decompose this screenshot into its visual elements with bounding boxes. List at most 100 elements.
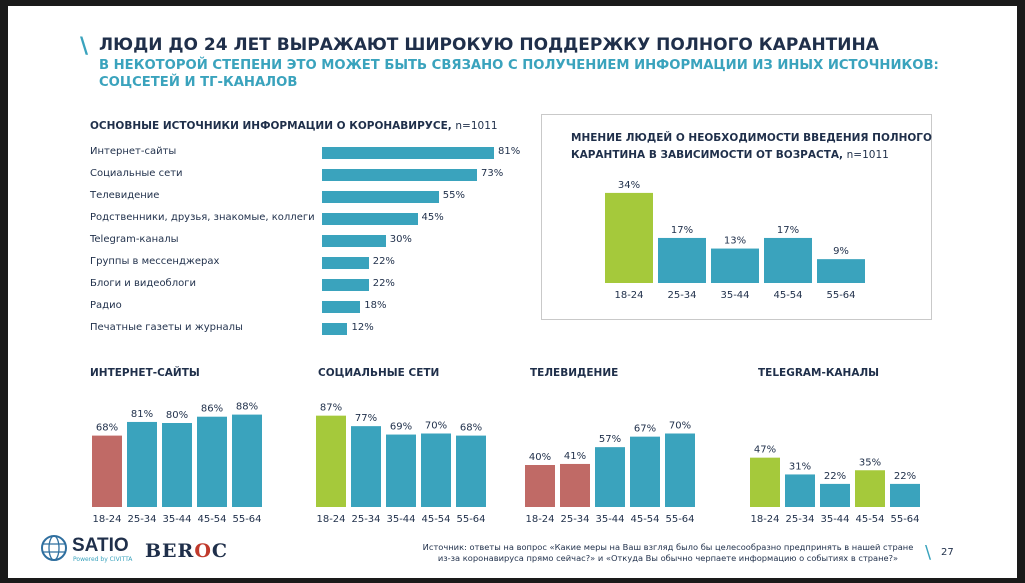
source-value-label: 18% — [364, 300, 387, 311]
quarantine-bar — [605, 192, 653, 283]
source-value-label: 30% — [389, 234, 412, 245]
tv-value-label: 40% — [529, 452, 551, 463]
internet-category-label: 55-64 — [232, 514, 261, 525]
footer-source-line-1: Источник: ответы на вопрос «Какие меры н… — [422, 542, 914, 552]
telegram-bar — [785, 474, 815, 507]
source-label: Telegram-каналы — [90, 234, 179, 245]
source-value-label: 73% — [481, 168, 504, 179]
tv-bar — [630, 436, 660, 507]
quarantine-title-line-1: МНЕНИЕ ЛЮДЕЙ О НЕОБХОДИМОСТИ ВВЕДЕНИЯ ПО… — [571, 132, 932, 144]
tv-chart-title: ТЕЛЕВИДЕНИЕ — [530, 367, 619, 379]
social-bar — [456, 435, 486, 507]
internet-category-label: 25-34 — [127, 514, 156, 525]
sources-title-text: ОСНОВНЫЕ ИСТОЧНИКИ ИНФОРМАЦИИ О КОРОНАВИ… — [90, 120, 452, 132]
telegram-value-label: 31% — [789, 461, 811, 472]
internet-bar — [232, 414, 262, 507]
satio-subtext: Powered by CIVITTA — [73, 556, 133, 563]
internet-value-label: 80% — [166, 410, 188, 421]
source-bar — [322, 235, 386, 247]
social-category-label: 25-34 — [351, 514, 380, 525]
source-bar — [322, 191, 439, 203]
internet-value-label: 88% — [236, 402, 258, 413]
social-value-label: 70% — [425, 421, 447, 432]
internet-bar — [127, 421, 157, 507]
source-label: Группы в мессенджерах — [90, 256, 220, 267]
social-bar — [386, 434, 416, 507]
source-value-label: 45% — [421, 212, 444, 223]
quarantine-bar — [658, 237, 706, 283]
quarantine-category-label: 35-44 — [720, 290, 749, 301]
internet-value-label: 81% — [131, 409, 153, 420]
satio-wordmark: SATIO — [72, 535, 129, 556]
charts-canvas: 34% 18-24 17% 25-34 13% 35-44 17% 45-54 9% 55-64 6… — [92, 180, 920, 525]
internet-value-label: 68% — [96, 423, 118, 434]
quarantine-category-label: 18-24 — [614, 290, 643, 301]
source-label: Радио — [90, 300, 122, 311]
sources-chart-title: ОСНОВНЫЕ ИСТОЧНИКИ ИНФОРМАЦИИ О КОРОНАВИ… — [90, 120, 498, 132]
quarantine-value-label: 34% — [618, 180, 640, 191]
quarantine-bar — [711, 248, 759, 283]
tv-bar — [525, 465, 555, 507]
quarantine-value-label: 17% — [777, 225, 799, 236]
telegram-value-label: 35% — [859, 457, 881, 468]
beroc-part-3: C — [211, 540, 229, 562]
source-bar — [322, 169, 477, 181]
subtitle-line-1: В НЕКОТОРОЙ СТЕПЕНИ ЭТО МОЖЕТ БЫТЬ СВЯЗА… — [99, 58, 939, 73]
quarantine-bar — [764, 237, 812, 283]
social-chart-title: СОЦИАЛЬНЫЕ СЕТИ — [318, 367, 440, 379]
internet-category-label: 45-54 — [197, 514, 226, 525]
internet-category-label: 18-24 — [92, 514, 121, 525]
tv-bar — [595, 447, 625, 507]
source-value-label: 55% — [442, 190, 466, 201]
quarantine-chart-title: МНЕНИЕ ЛЮДЕЙ О НЕОБХОДИМОСТИ ВВЕДЕНИЯ ПО… — [571, 130, 932, 164]
tv-bar — [560, 463, 590, 507]
tv-category-label: 55-64 — [665, 514, 694, 525]
source-label: Телевидение — [90, 190, 160, 201]
quarantine-bar — [817, 259, 865, 283]
telegram-category-label: 18-24 — [750, 514, 779, 525]
social-value-label: 68% — [460, 423, 482, 434]
quarantine-value-label: 13% — [724, 236, 746, 247]
social-value-label: 87% — [320, 403, 342, 414]
tv-value-label: 70% — [669, 421, 691, 432]
source-bar — [322, 279, 369, 291]
source-bar — [322, 257, 369, 269]
telegram-value-label: 47% — [754, 445, 776, 456]
quarantine-title-line-2: КАРАНТИНА В ЗАВИСИМОСТИ ОТ ВОЗРАСТА, — [571, 149, 843, 161]
social-category-label: 45-54 — [421, 514, 450, 525]
quarantine-value-label: 9% — [833, 246, 849, 257]
social-category-label: 18-24 — [316, 514, 345, 525]
source-value-label: 22% — [372, 256, 395, 267]
slide: \ ЛЮДИ ДО 24 ЛЕТ ВЫРАЖАЮТ ШИРОКУЮ ПОДДЕР… — [8, 6, 1017, 578]
title-slash-icon: \ — [80, 34, 89, 59]
beroc-part-1: BER — [145, 540, 195, 562]
page-slash-icon: \ — [925, 542, 932, 563]
beroc-part-2: O — [194, 540, 212, 562]
social-bar — [351, 426, 381, 507]
tv-bar — [665, 433, 695, 507]
beroc-logo: BEROC — [145, 540, 228, 562]
telegram-bar — [820, 483, 850, 507]
page-title: ЛЮДИ ДО 24 ЛЕТ ВЫРАЖАЮТ ШИРОКУЮ ПОДДЕРЖК… — [99, 35, 879, 55]
tv-value-label: 67% — [634, 424, 656, 435]
source-label: Печатные газеты и журналы — [90, 322, 243, 333]
telegram-category-label: 45-54 — [855, 514, 884, 525]
sources-title-n: n=1011 — [455, 120, 498, 132]
telegram-bar — [855, 470, 885, 507]
telegram-category-label: 55-64 — [890, 514, 919, 525]
telegram-category-label: 25-34 — [785, 514, 814, 525]
internet-bar — [197, 416, 227, 507]
telegram-value-label: 22% — [824, 471, 846, 482]
source-label: Интернет-сайты — [90, 146, 177, 157]
internet-bar — [162, 423, 192, 507]
internet-value-label: 86% — [201, 404, 223, 415]
source-bar — [322, 301, 361, 313]
tv-category-label: 25-34 — [560, 514, 589, 525]
quarantine-title-n: n=1011 — [846, 149, 889, 161]
telegram-value-label: 22% — [894, 471, 916, 482]
source-label: Социальные сети — [90, 168, 183, 179]
tv-category-label: 18-24 — [525, 514, 554, 525]
satio-logo: SATIO Powered by CIVITTA — [40, 534, 140, 568]
social-value-label: 77% — [355, 413, 377, 424]
subtitle-line-2: СОЦСЕТЕЙ И ТГ-КАНАЛОВ — [99, 75, 298, 90]
